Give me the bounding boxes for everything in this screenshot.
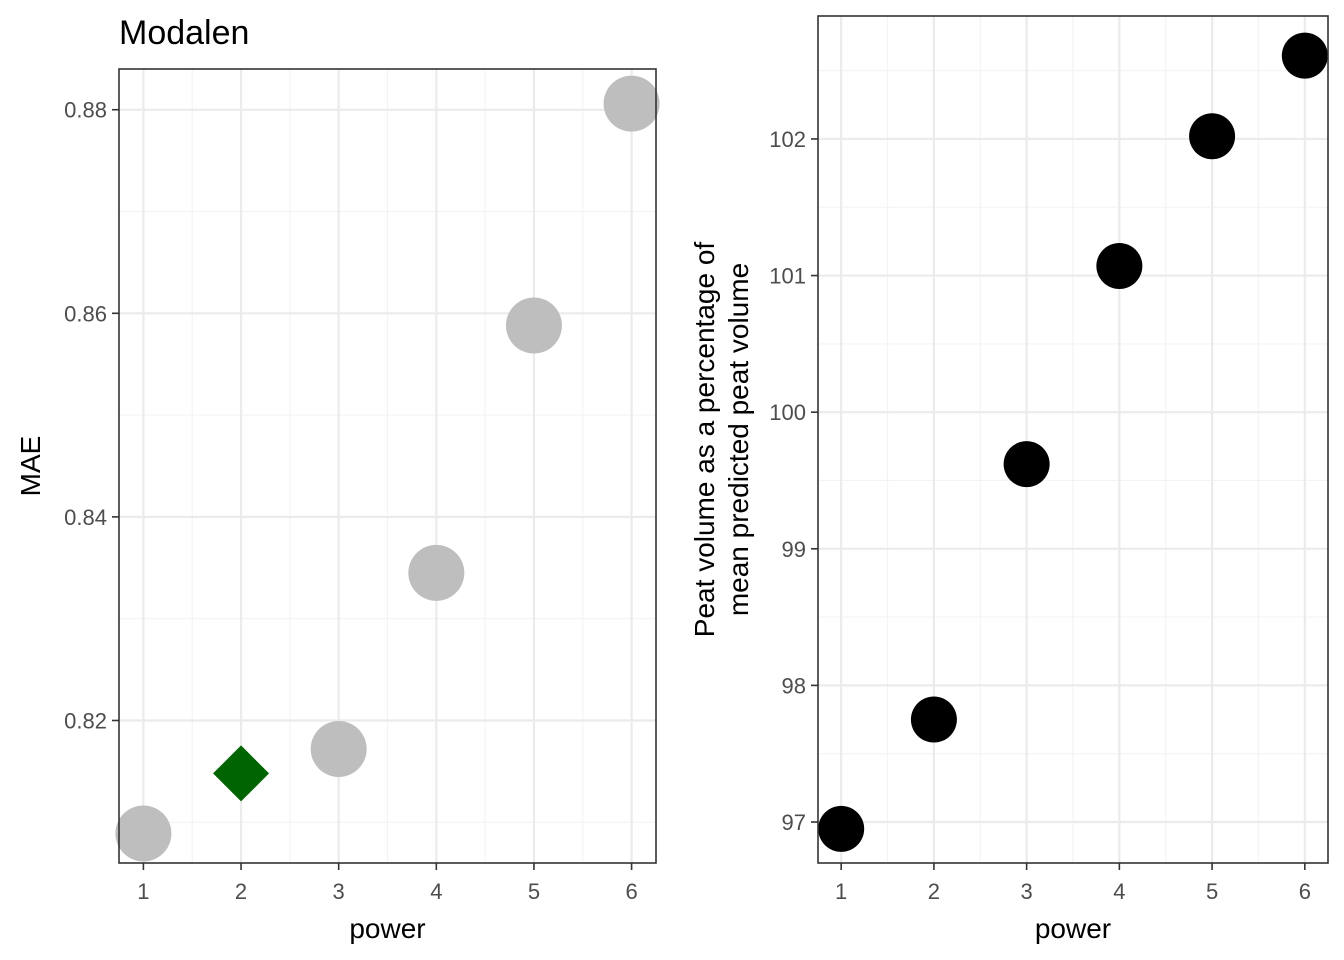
data-point bbox=[818, 805, 865, 852]
y-tick-label: 0.84 bbox=[64, 505, 107, 530]
y-tick-label: 0.88 bbox=[64, 98, 107, 123]
x-tick-label: 1 bbox=[835, 879, 847, 904]
x-tick-label: 5 bbox=[528, 879, 540, 904]
highlight-point bbox=[213, 745, 270, 802]
panel-border bbox=[817, 15, 1329, 864]
y-tick-label: 0.82 bbox=[64, 708, 107, 733]
y-tick-label: 101 bbox=[769, 264, 806, 289]
data-point bbox=[1281, 32, 1328, 79]
y-tick-label: 97 bbox=[782, 810, 806, 835]
data-point bbox=[1189, 113, 1236, 160]
x-tick-label: 6 bbox=[625, 879, 637, 904]
data-point bbox=[505, 297, 562, 354]
y-tick-label: 102 bbox=[769, 127, 806, 152]
y-tick-label: 100 bbox=[769, 400, 806, 425]
chart-title: Modalen bbox=[119, 14, 249, 52]
x-tick-label: 3 bbox=[1021, 879, 1033, 904]
x-tick-label: 1 bbox=[137, 879, 149, 904]
x-tick-label: 2 bbox=[235, 879, 247, 904]
y-tick-label: 98 bbox=[782, 673, 806, 698]
data-point bbox=[910, 696, 957, 743]
y-axis-title: MAE bbox=[15, 436, 46, 497]
x-axis-title: power bbox=[349, 913, 425, 944]
x-tick-label: 3 bbox=[333, 879, 345, 904]
data-point bbox=[408, 544, 465, 601]
y-tick-label: 99 bbox=[782, 537, 806, 562]
y-tick-label: 0.86 bbox=[64, 301, 107, 326]
x-tick-label: 4 bbox=[430, 879, 442, 904]
x-tick-label: 4 bbox=[1113, 879, 1125, 904]
y-axis-title: mean predicted peat volume bbox=[723, 263, 754, 616]
x-tick-label: 2 bbox=[928, 879, 940, 904]
data-point bbox=[115, 805, 172, 862]
data-point bbox=[603, 75, 660, 132]
data-point bbox=[1096, 243, 1143, 290]
x-axis-title: power bbox=[1035, 913, 1111, 944]
peat-volume-panel: 97 98 99 100 101 102 1 2 3 4 5 6 power Peat volume as… bbox=[689, 15, 1329, 944]
y-axis-title: Peat volume as a percentage of bbox=[689, 242, 720, 638]
data-point bbox=[1003, 441, 1050, 488]
x-tick-label: 5 bbox=[1206, 879, 1218, 904]
x-tick-label: 6 bbox=[1299, 879, 1311, 904]
panel-border bbox=[118, 68, 657, 864]
mae-panel: 0.82 0.84 0.86 0.88 1 2 3 4 5 6 power MAE Modalen bbox=[15, 14, 660, 944]
data-point bbox=[310, 720, 367, 777]
